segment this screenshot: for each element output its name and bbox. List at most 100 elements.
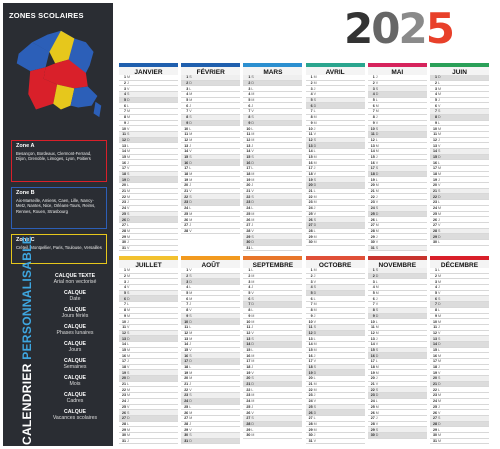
weekday-letter: M [127,274,130,279]
weekday-letter: D [189,160,192,165]
day-number: 26 [122,217,126,222]
map-corsica [93,101,102,118]
day-row: 15 M [305,347,365,354]
weekday-letter: V [313,211,316,216]
day-number: 21 [308,189,313,194]
day-number: 20 [370,183,375,188]
day-row: 16 L [430,160,489,166]
day-row: 24 L [367,399,427,405]
day-number: 25 [122,211,126,216]
day-number: 27 [433,223,437,228]
weekday-letter: V [438,143,441,148]
day-number: 1 [372,268,375,273]
day-row: 22 S [243,194,303,201]
weekday-letter: J [438,325,440,330]
day-number: 15 [308,154,313,159]
layer-item: CALQUE Jours fériés [39,307,111,319]
day-number: 3 [124,279,126,284]
day-number: 26 [433,410,437,415]
day-number: 11 [246,132,251,137]
day-row: 19 S [305,177,365,184]
month-header: MARS [243,63,303,76]
day-number: 20 [122,183,126,188]
day-row: 26 D [119,217,178,223]
day-row: 14 M [305,342,365,348]
weekday-letter: D [251,200,254,205]
day-number: 10 [246,319,251,324]
weekday-letter: L [375,399,378,404]
day-row: 30 J [305,433,365,439]
day-number: 27 [246,223,251,228]
day-number: 6 [124,103,126,108]
day-row: 23 M [119,393,178,399]
day-number: 20 [184,376,189,381]
day-row: 11 S [305,324,365,331]
day-row: 26 V [430,410,489,416]
month-header: MAI [367,63,427,76]
month-header: SEPTEMBRE [243,256,303,269]
day-number: 14 [184,342,189,347]
day-row: 26 V [243,410,303,416]
day-number: 5 [372,291,375,296]
weekday-letter: M [251,433,255,438]
day-number: 22 [246,387,251,392]
day-number: 10 [370,319,375,324]
day-row: 19 V [430,370,489,377]
day-row: 15 M [305,154,365,161]
day-number: 6 [186,103,189,108]
day-row: 15 M [119,348,178,354]
day-row: 28 D [430,421,489,428]
weekday-letter: S [189,433,192,438]
weekday-letter: L [127,302,129,307]
day-number: 24 [184,399,189,404]
weekday-letter: M [375,103,379,108]
day-number: 2 [124,274,126,279]
day-row: 23 V [367,200,427,206]
day-row: 31 V [305,439,365,445]
weekday-letter: D [375,274,379,279]
month-janvier: JANVIER 1 M 2 J 3 V 4 S 5 D 6 L 7 M 8 M 9 J 10 V 11 S 12 D 13 L 14 M… [119,63,178,252]
weekday-letter: S [189,313,192,318]
day-number: 24 [122,399,126,404]
weekday-letter: D [127,177,130,182]
day-number: 25 [246,211,251,216]
month-avril: AVRIL 1 M 2 M 3 J 4 V 5 S 6 D 7 L 8 M 9 M 10 J 11 V 12 S 13 D 14 L 15… [305,63,365,249]
weekday-letter: S [189,75,192,80]
holiday-bar-zone-c [239,268,240,444]
day-number: 19 [184,177,189,182]
day-number: 18 [370,365,375,370]
day-number: 16 [246,353,251,358]
weekday-letter: V [189,427,192,432]
france-map-icon [16,30,102,118]
day-row: 12 S [305,137,365,144]
day-number: 26 [370,410,375,415]
layer-title: CALQUE [64,409,86,415]
month-header: AOÛT [181,256,241,269]
weekday-letter: M [313,347,317,352]
day-number: 5 [310,98,313,103]
day-row: 17 D [181,359,241,365]
day-number: 26 [246,217,251,222]
day-number: 5 [372,98,375,103]
day-number: 22 [246,194,251,199]
day-number: 23 [433,393,437,398]
day-row: 24 L [243,206,303,212]
day-number: 7 [124,109,126,114]
day-number: 30 [122,433,126,438]
day-row: 24 J [305,206,365,212]
day-row: 30 M [305,240,365,246]
day-number: 5 [124,291,126,296]
weekday-letter: S [313,98,316,103]
